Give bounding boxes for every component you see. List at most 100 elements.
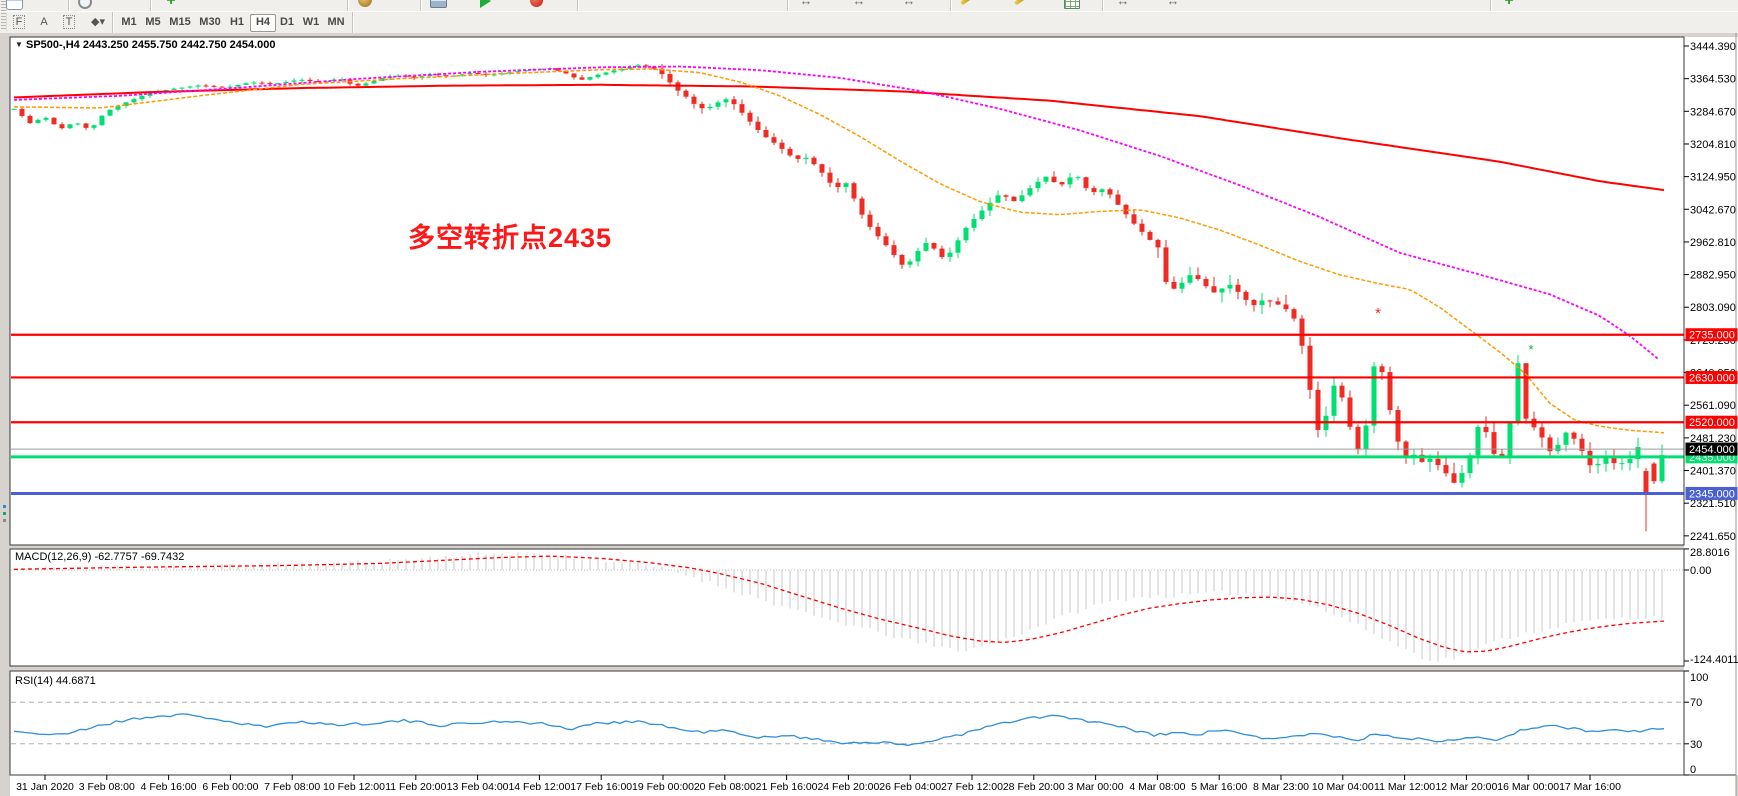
time-axis-label: 17 Mar 16:00 (1559, 781, 1621, 793)
draw-channel-icon[interactable] (1014, 0, 1027, 6)
timeframe-button-m1[interactable]: M1 (121, 16, 137, 28)
hscale-icon[interactable]: ↔ (902, 0, 916, 8)
time-axis-label: 11 Feb 20:00 (385, 781, 446, 793)
rsi-axis-label: 70 (1690, 697, 1702, 709)
price-tick-label: 2481.230 (1690, 433, 1736, 445)
time-axis-label: 31 Jan 2020 (16, 781, 74, 793)
time-axis-label: 20 Feb 08:00 (694, 781, 756, 793)
new-chart-icon[interactable] (6, 0, 23, 10)
price-tick-label: 2962.810 (1690, 237, 1736, 249)
chart-window[interactable]: * * 3444.390 3364.530 3284.670 3204.810 3124.9… (0, 33, 1738, 796)
print-icon[interactable] (430, 0, 447, 8)
price-label-2345.000 (1685, 486, 1738, 500)
price-tick-label: 2882.950 (1690, 270, 1736, 282)
timeframe-button-m5[interactable]: M5 (145, 16, 161, 28)
time-axis-label: 21 Feb 16:00 (756, 781, 818, 793)
draw-line-icon[interactable] (960, 0, 973, 6)
toolbar-separator (950, 0, 952, 11)
ma-orange-line (13, 68, 1665, 434)
price-label-2520.000 (1685, 415, 1738, 429)
price-tick-label: 2241.650 (1690, 531, 1736, 543)
toolbar-top: + ↔ ↔ ↔ ↔ ↔ + (0, 0, 1738, 12)
time-axis-label: 26 Feb 04:00 (879, 781, 941, 793)
hscale-icon[interactable]: ↔ (1116, 0, 1130, 8)
time-axis-label: 19 Feb 00:00 (632, 781, 694, 793)
grid-tool[interactable]: F (10, 14, 28, 30)
chart-title-text: SP500-,H4 2443.250 2455.750 2442.750 245… (25, 39, 276, 51)
add-icon[interactable]: + (1504, 0, 1514, 9)
timeframe-button-m30[interactable]: M30 (199, 16, 221, 28)
timeframe-button-d1[interactable]: D1 (279, 16, 295, 28)
timeframe-button-mn[interactable]: MN (327, 16, 345, 28)
time-axis-label: 3 Feb 08:00 (79, 781, 135, 793)
current-price-label-text: 2454.000 (1689, 444, 1735, 456)
time-axis-label: 27 Feb 12:00 (941, 781, 1003, 793)
time-axis-label: 12 Mar 20:00 (1435, 781, 1497, 793)
window-edge-dot (3, 505, 6, 508)
price-tick-label: 3444.390 (1690, 41, 1736, 53)
rsi-line (13, 713, 1665, 747)
time-axis-label: 13 Feb 04:00 (447, 781, 509, 793)
time-axis-label: 6 Feb 00:00 (202, 781, 258, 793)
price-label-2345.000-text: 2345.000 (1689, 488, 1735, 500)
text-tool[interactable]: A (40, 16, 48, 28)
chart-title: ▼ SP500-,H4 2443.250 2455.750 2442.750 2… (15, 39, 276, 51)
timeframe-button-w1[interactable]: W1 (302, 16, 320, 28)
chart-marker: * (1375, 305, 1381, 322)
time-axis-label: 24 Feb 20:00 (817, 781, 879, 793)
toolbar-separator (420, 0, 422, 11)
current-price-label (1685, 442, 1738, 456)
stop-icon[interactable] (530, 0, 543, 7)
toolbar-separator (787, 0, 789, 11)
macd-indicator-label: MACD(12,26,9) -62.7757 -69.7432 (15, 551, 185, 563)
price-label-2735.000 (1685, 328, 1738, 342)
price-tick-label: 2803.090 (1690, 302, 1736, 314)
macd-pane[interactable] (11, 552, 1684, 662)
price-label-2735.000-text: 2735.000 (1689, 330, 1735, 342)
time-axis-label: 5 Mar 16:00 (1191, 781, 1247, 793)
rsi-indicator-label: RSI(14) 44.6871 (15, 675, 96, 687)
ma-red-line (13, 83, 1665, 192)
time-axis-label: 16 Mar 00:00 (1497, 781, 1559, 793)
time-axis-label: 10 Feb 12:00 (323, 781, 385, 793)
chart-marker: * (1528, 342, 1533, 357)
hscale-icon[interactable]: ↔ (1166, 0, 1180, 8)
time-axis-label: 8 Mar 23:00 (1253, 781, 1309, 793)
hscale-icon[interactable]: ↔ (799, 0, 813, 8)
chart-annotation[interactable]: 多空转折点2435 (408, 223, 613, 253)
data-window-icon[interactable] (1064, 0, 1080, 9)
price-chart[interactable]: * * 3444.390 3364.530 3284.670 3204.810 3124.9… (0, 33, 1738, 796)
time-axis-label: 10 Mar 04:00 (1312, 781, 1374, 793)
rsi-axis-label: 0 (1690, 764, 1696, 776)
toolbar-separator (347, 0, 349, 11)
time-axis-label: 14 Feb 12:00 (508, 781, 570, 793)
timeframe-button-h1[interactable]: H1 (229, 16, 245, 28)
timeframe-button-h4[interactable]: H4 (250, 14, 276, 32)
price-tick-label: 3284.670 (1690, 106, 1736, 118)
zoom-icon[interactable] (78, 0, 92, 9)
price-tick-label: 2561.090 (1690, 400, 1736, 412)
text-label-tool[interactable]: T (60, 14, 78, 30)
time-axis-label: 28 Feb 20:00 (1003, 781, 1065, 793)
shapes-tool[interactable]: ◆▾ (91, 16, 105, 28)
time-axis-label: 4 Mar 08:00 (1129, 781, 1185, 793)
toolbar-grip[interactable] (1, 13, 7, 31)
window-edge-dot (3, 519, 6, 522)
price-tick-label: 3204.810 (1690, 139, 1736, 151)
add-indicator-icon[interactable]: + (166, 0, 176, 9)
toolbar-separator (150, 0, 152, 11)
rsi-pane[interactable] (11, 701, 1684, 747)
symbol-dropdown-icon[interactable]: ▼ (15, 40, 23, 49)
toolbar-separator (1102, 0, 1104, 11)
hscale-icon[interactable]: ↔ (852, 0, 866, 8)
macd-axis-label: 0.00 (1690, 565, 1711, 577)
autotrading-icon[interactable] (480, 0, 491, 8)
price-label-2630.000-text: 2630.000 (1689, 372, 1735, 384)
rsi-axis-label: 100 (1690, 672, 1708, 684)
toolbar-timeframes: F A T ◆▾ M1 M5 M15 M30 H1 H4 D1 W1 MN (0, 12, 1738, 34)
timeframe-button-m15[interactable]: M15 (169, 16, 191, 28)
new-order-icon[interactable] (358, 0, 372, 7)
price-label-2630.000 (1685, 370, 1738, 384)
macd-axis-label: -124.4011 (1690, 654, 1738, 666)
